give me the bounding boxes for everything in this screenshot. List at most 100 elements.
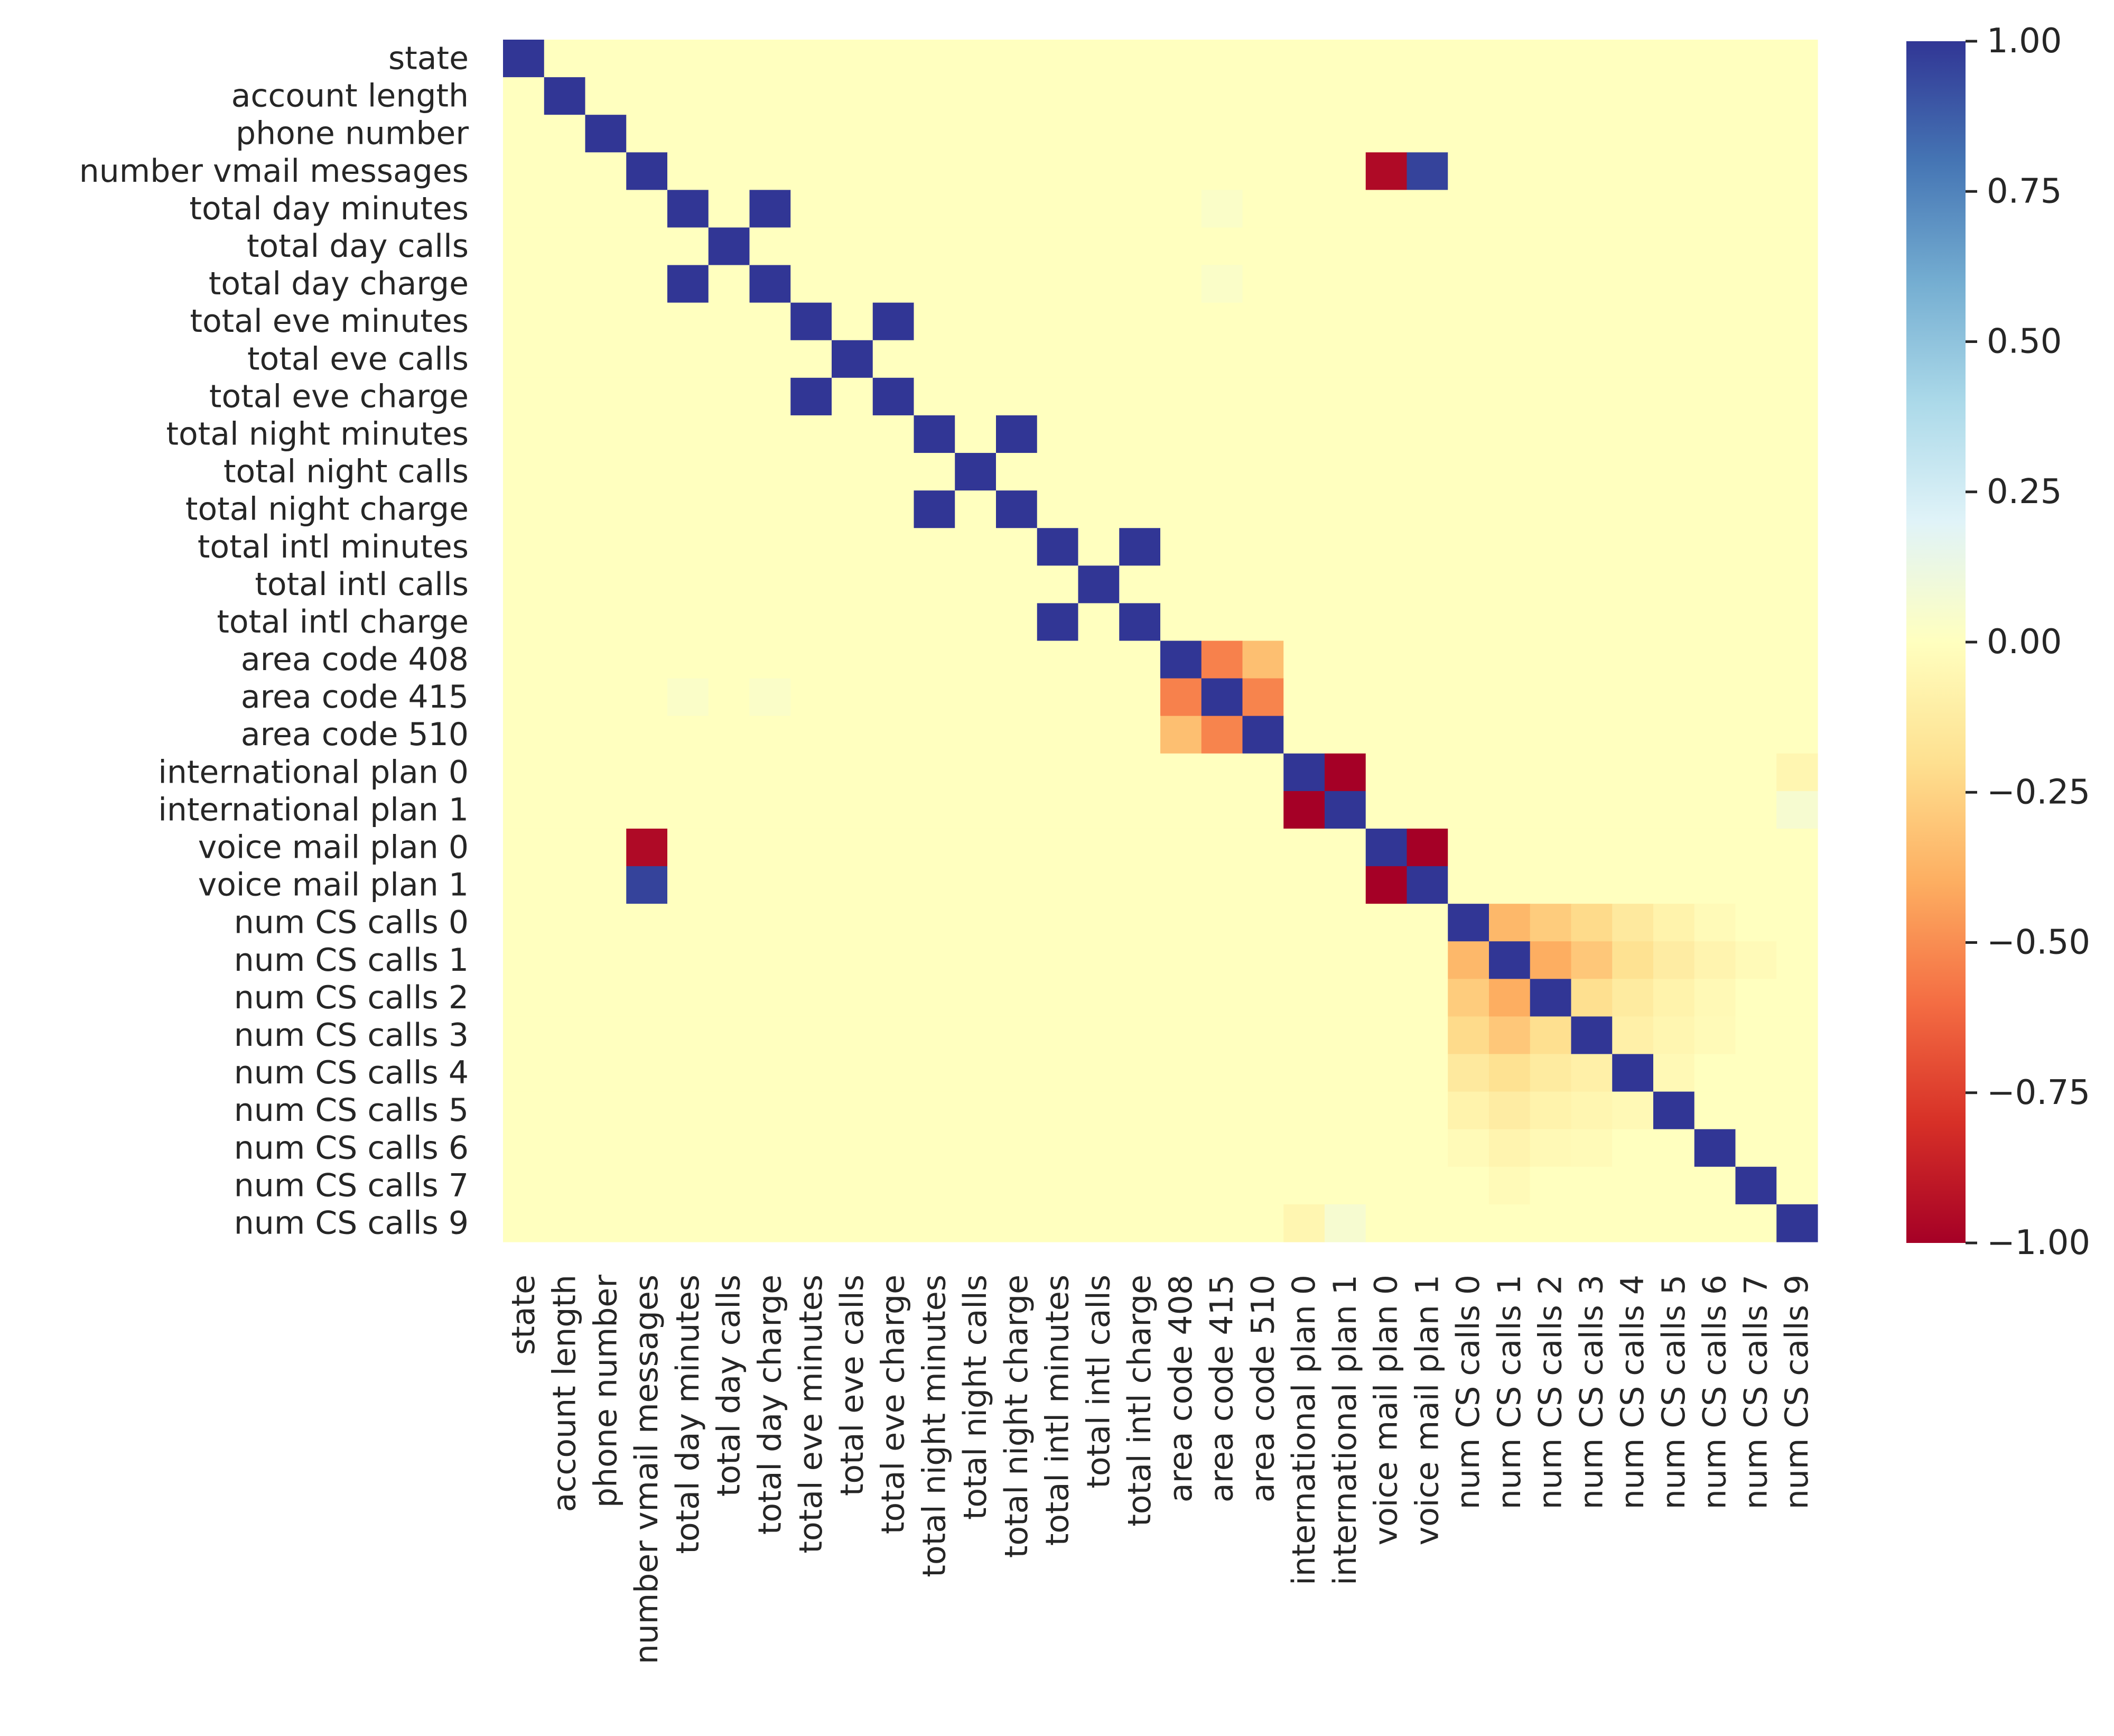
- heatmap-cell: [1407, 227, 1448, 266]
- heatmap-cell: [832, 565, 873, 604]
- heatmap-cell: [1201, 866, 1243, 904]
- heatmap-cell: [872, 302, 915, 341]
- heatmap-cell: [1078, 115, 1120, 153]
- heatmap-cell: [1735, 640, 1777, 679]
- heatmap-cell: [1448, 1166, 1489, 1205]
- heatmap-cell: [1448, 941, 1489, 979]
- row-label: phone number: [236, 115, 469, 152]
- heatmap-cell: [955, 528, 997, 566]
- heatmap-cell: [955, 866, 997, 904]
- heatmap-cell: [1160, 190, 1202, 228]
- heatmap-cell: [1653, 115, 1695, 153]
- heatmap-cell: [1407, 640, 1448, 679]
- heatmap-cell: [1694, 377, 1736, 416]
- heatmap-cell: [1119, 603, 1161, 642]
- heatmap-cell: [749, 1016, 791, 1055]
- heatmap-cell: [955, 265, 997, 303]
- heatmap-cell: [1489, 377, 1531, 416]
- heatmap-cell: [1530, 678, 1572, 717]
- heatmap-cell: [1571, 941, 1613, 979]
- heatmap-cell: [749, 565, 791, 604]
- heatmap-cell: [544, 565, 586, 604]
- heatmap-cell: [1612, 453, 1654, 491]
- heatmap-cell: [1776, 603, 1818, 642]
- heatmap-cell: [1448, 716, 1489, 754]
- heatmap-cell: [544, 152, 586, 190]
- heatmap-cell: [872, 152, 915, 190]
- heatmap-cell: [626, 716, 668, 754]
- heatmap-cell: [1694, 265, 1736, 303]
- heatmap-cell: [1694, 302, 1736, 341]
- heatmap-cell: [1448, 1016, 1489, 1055]
- heatmap-cell: [1242, 152, 1284, 190]
- column-label: international plan 0: [1286, 1275, 1323, 1585]
- heatmap-cell: [1037, 490, 1079, 528]
- heatmap-cell: [1242, 302, 1284, 341]
- heatmap-cell: [1119, 490, 1161, 528]
- heatmap-cell: [1653, 1129, 1695, 1167]
- heatmap-cell: [1776, 640, 1818, 679]
- heatmap-cell: [503, 753, 545, 792]
- heatmap-cell: [832, 490, 873, 528]
- heatmap-cell: [1119, 1054, 1161, 1092]
- heatmap-cell: [1119, 979, 1161, 1017]
- heatmap-cell: [749, 640, 791, 679]
- heatmap-cell: [872, 453, 915, 491]
- heatmap-cell: [544, 866, 586, 904]
- heatmap-cell: [1694, 453, 1736, 491]
- heatmap-cell: [832, 716, 873, 754]
- heatmap-cell: [1489, 1166, 1531, 1205]
- heatmap-cell: [832, 678, 873, 717]
- heatmap-cell: [1612, 115, 1654, 153]
- heatmap-cell: [1407, 1166, 1448, 1205]
- heatmap-cell: [1037, 227, 1079, 266]
- heatmap-cell: [1365, 791, 1408, 829]
- heatmap-cell: [1325, 941, 1366, 979]
- heatmap-cell: [832, 77, 873, 115]
- heatmap-cell: [1653, 1054, 1695, 1092]
- heatmap-cell: [1776, 453, 1818, 491]
- heatmap-cell: [1653, 190, 1695, 228]
- heatmap-cell: [1119, 40, 1161, 78]
- heatmap-cell: [1530, 1091, 1572, 1130]
- heatmap-cell: [585, 678, 627, 717]
- heatmap-cell: [708, 565, 750, 604]
- heatmap-cell: [1037, 1016, 1079, 1055]
- heatmap-cell: [1078, 528, 1120, 566]
- heatmap-cell: [1037, 979, 1079, 1017]
- heatmap-cell: [1694, 490, 1736, 528]
- column-label: voice mail plan 0: [1368, 1275, 1405, 1545]
- heatmap-cell: [1037, 753, 1079, 792]
- heatmap-cell: [1489, 190, 1531, 228]
- heatmap-cell: [585, 265, 627, 303]
- colorbar-tick-label: 0.50: [1987, 322, 2062, 361]
- heatmap-cell: [1325, 453, 1366, 491]
- heatmap-cell: [1119, 791, 1161, 829]
- heatmap-cell: [585, 791, 627, 829]
- heatmap-cell: [1201, 453, 1243, 491]
- heatmap-cell: [708, 415, 750, 453]
- heatmap-cell: [1283, 1204, 1325, 1242]
- heatmap-cell: [1735, 1054, 1777, 1092]
- heatmap-cell: [1694, 415, 1736, 453]
- heatmap-cell: [1612, 265, 1654, 303]
- heatmap-cell: [1653, 640, 1695, 679]
- heatmap-cell: [667, 904, 709, 942]
- heatmap-cell: [1283, 904, 1325, 942]
- heatmap-cell: [1160, 528, 1202, 566]
- heatmap-cell: [1448, 678, 1489, 717]
- heatmap-cell: [749, 1054, 791, 1092]
- heatmap-cell: [1612, 716, 1654, 754]
- heatmap-cell: [1119, 1166, 1161, 1205]
- heatmap-cell: [1694, 40, 1736, 78]
- heatmap-cell: [1365, 1016, 1408, 1055]
- heatmap-cell: [1448, 1204, 1489, 1242]
- heatmap-cell: [914, 866, 955, 904]
- row-label: total night charge: [185, 491, 469, 528]
- heatmap-cell: [1242, 415, 1284, 453]
- heatmap-cell: [1448, 190, 1489, 228]
- heatmap-cell: [1571, 1166, 1613, 1205]
- heatmap-cell: [1119, 302, 1161, 341]
- heatmap-cell: [1242, 791, 1284, 829]
